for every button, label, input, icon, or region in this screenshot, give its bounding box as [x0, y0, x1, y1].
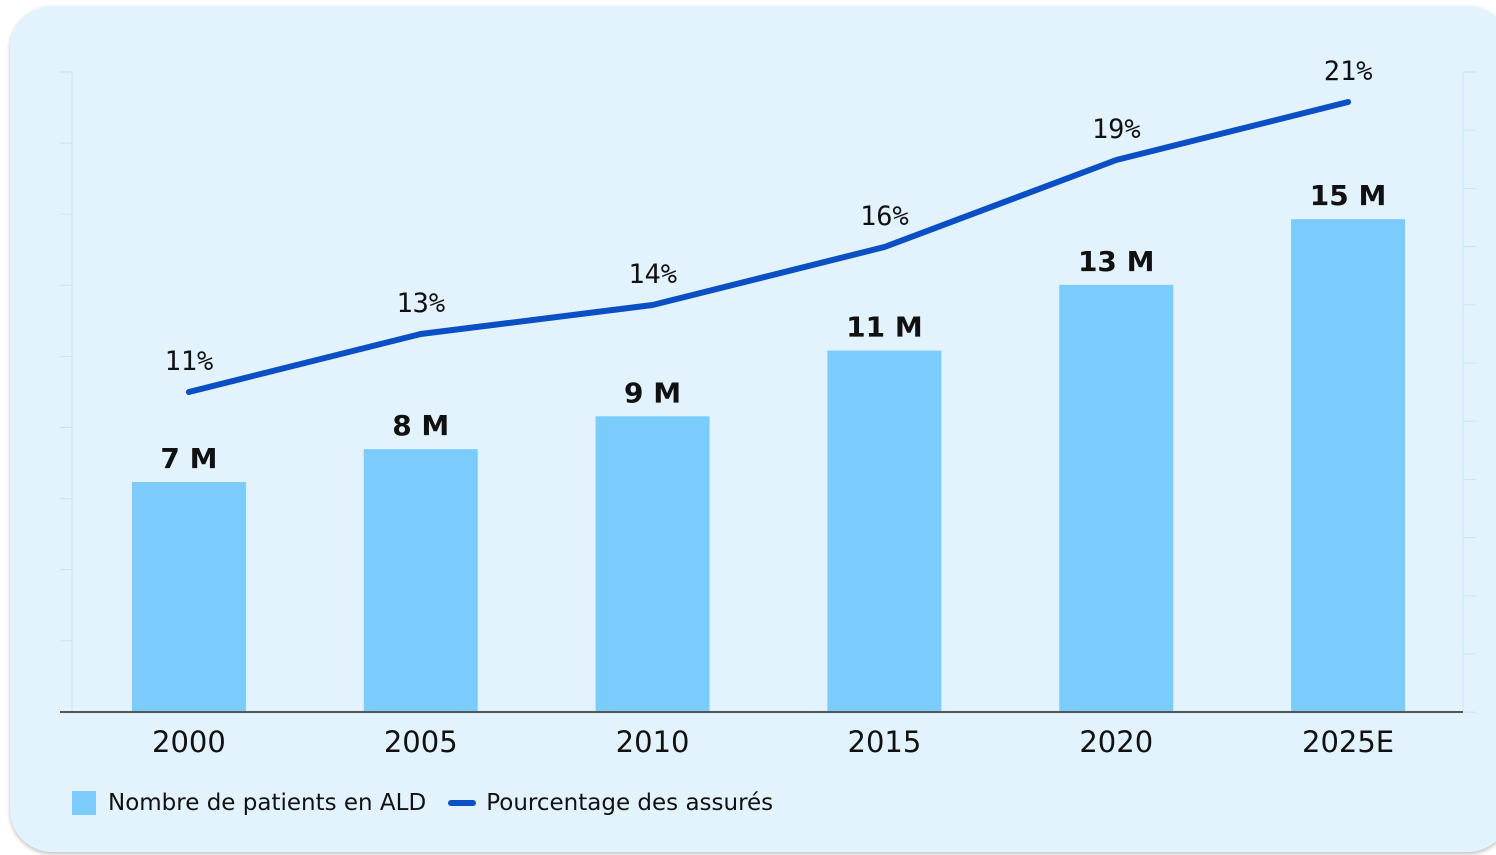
- bar-2000: [131, 482, 246, 712]
- x-tick-2000: 2000: [152, 725, 226, 759]
- legend-item-line: Pourcentage des assurés: [448, 790, 773, 816]
- legend-label-bars: Nombre de patients en ALD: [108, 790, 427, 816]
- line-data-labels: 11% 13% 14% 16% 19% 21%: [165, 56, 1373, 377]
- right-axis-ticks: [1462, 71, 1476, 713]
- line-series: [185, 99, 1352, 395]
- bar-data-labels: 7 M 8 M 9 M 11 M 13 M 15 M: [160, 179, 1386, 475]
- legend-item-bars: Nombre de patients en ALD: [72, 790, 426, 816]
- bar-2005: [363, 449, 478, 712]
- x-tick-2005: 2005: [384, 725, 458, 759]
- bar-label-2025E: 15 M: [1310, 179, 1387, 212]
- bar-label-2000: 7 M: [160, 442, 217, 475]
- pct-label-2010: 14%: [628, 259, 677, 290]
- bar-label-2015: 11 M: [846, 311, 923, 344]
- bar-label-2020: 13 M: [1078, 245, 1155, 278]
- x-tick-2025E: 2025E: [1302, 725, 1394, 759]
- legend: Nombre de patients en ALD Pourcentage de…: [72, 790, 795, 816]
- pct-label-2025E: 21%: [1324, 56, 1373, 87]
- x-axis-tick-labels: 2000 2005 2010 2015 2020 2025E: [152, 725, 1394, 759]
- pct-label-2000: 11%: [165, 346, 214, 377]
- bar-label-2010: 9 M: [624, 376, 681, 409]
- left-axis-ticks: [60, 71, 73, 713]
- bar-2010: [595, 416, 710, 712]
- legend-swatch-line: [448, 800, 477, 806]
- x-tick-2020: 2020: [1079, 725, 1153, 759]
- bar-2025E: [1291, 219, 1406, 712]
- legend-swatch-bars: [72, 791, 96, 815]
- percentage-line: [185, 99, 1352, 395]
- bar-series: [131, 219, 1406, 712]
- legend-label-line: Pourcentage des assurés: [486, 790, 774, 816]
- pct-label-2020: 19%: [1092, 114, 1141, 145]
- x-tick-2015: 2015: [848, 725, 922, 759]
- x-tick-2010: 2010: [616, 725, 690, 759]
- bar-2020: [1059, 284, 1174, 712]
- bar-label-2005: 8 M: [392, 409, 449, 442]
- pct-label-2005: 13%: [396, 288, 445, 319]
- pct-label-2015: 16%: [860, 201, 909, 232]
- bar-2015: [827, 350, 942, 712]
